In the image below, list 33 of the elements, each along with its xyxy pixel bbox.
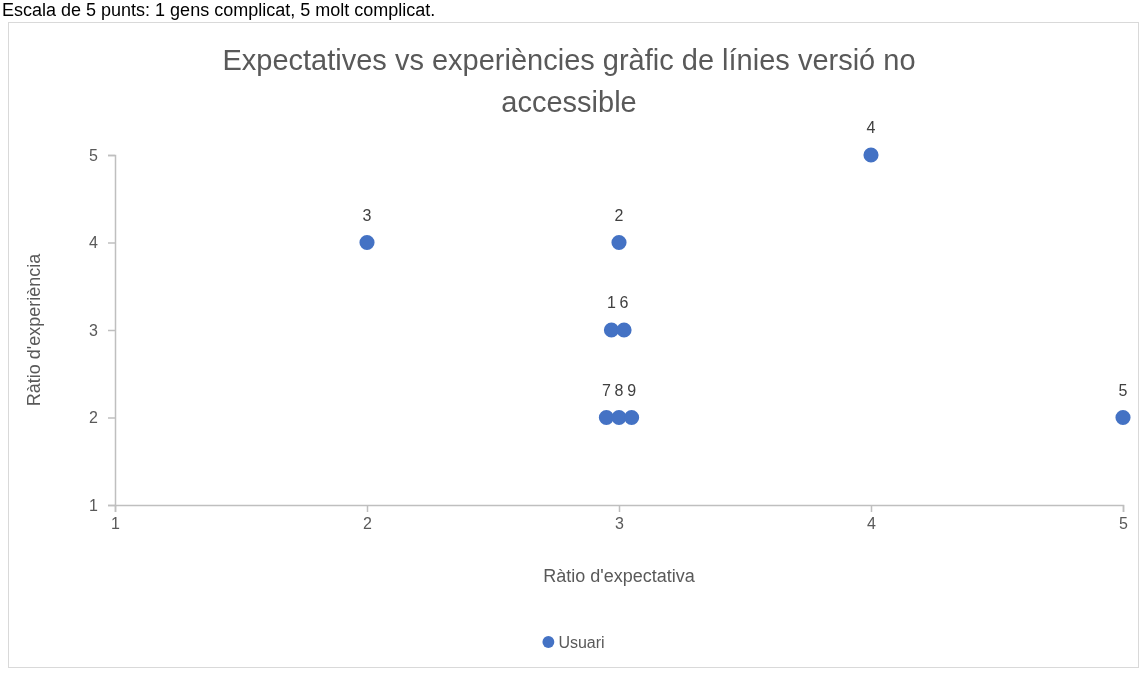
annotation: 6 — [619, 294, 629, 311]
x-tick-label: 3 — [615, 515, 625, 533]
x-tick-label: 5 — [1119, 515, 1129, 533]
annotation: 2 — [614, 206, 624, 224]
point — [603, 322, 620, 338]
legend-label: Usuari — [558, 634, 605, 651]
annotation: 8 — [614, 381, 624, 399]
point — [598, 409, 614, 426]
y-tick-label: 3 — [89, 321, 99, 339]
annotation: 1 — [606, 294, 616, 311]
x-axis-title: Ràtio d'expectativa — [543, 566, 696, 586]
point — [611, 409, 627, 426]
annotation: 5 — [1118, 381, 1128, 399]
annotation: 9 — [627, 381, 637, 399]
point — [611, 234, 627, 251]
point — [1115, 409, 1131, 426]
y-tick-label: 5 — [89, 146, 99, 164]
text: Escala de 5 punts: 1 gens complicat, 5 molt complicat. — [2, 0, 436, 20]
annotation: 4 — [866, 119, 876, 136]
annotation: 3 — [362, 206, 372, 224]
y-tick-label: 4 — [89, 234, 99, 252]
point — [863, 147, 879, 163]
point — [624, 409, 640, 426]
annotation: 7 — [601, 381, 611, 399]
y-tick-label: 1 — [89, 496, 99, 514]
point — [359, 234, 375, 251]
y-tick-label: 2 — [89, 409, 99, 427]
x-tick-label: 1 — [111, 515, 121, 533]
point — [616, 322, 632, 338]
chart-title: Expectatives vs experiències gràfic de línies versió no accessible — [222, 44, 916, 118]
x-tick-label: 4 — [867, 515, 877, 533]
y-axis-title: Ràtio d'experiència — [24, 252, 44, 407]
x-tick-label: 2 — [363, 515, 373, 533]
